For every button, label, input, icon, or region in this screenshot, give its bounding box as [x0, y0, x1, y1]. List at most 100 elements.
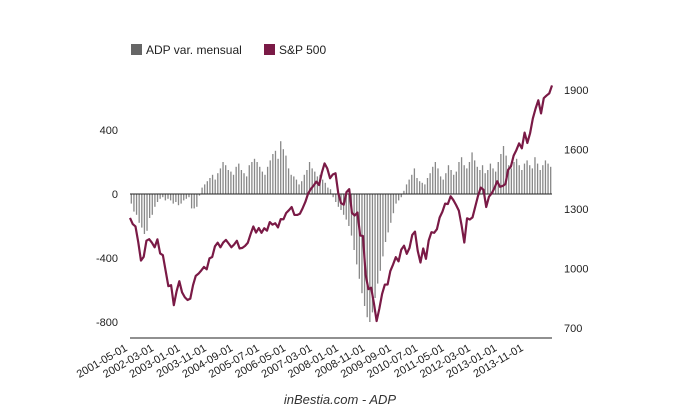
adp-bar [442, 179, 444, 194]
adp-bar [159, 194, 161, 199]
adp-bar [489, 163, 492, 194]
adp-bar [277, 158, 279, 194]
adp-bar [282, 149, 284, 194]
adp-bar [523, 163, 526, 194]
adp-bar [185, 194, 188, 199]
adp-bar [151, 194, 153, 215]
adp-bar [295, 179, 298, 194]
adp-bar [547, 163, 549, 194]
left-axis-ticks: 400 0 -400 -800 [96, 125, 118, 329]
adp-bar [437, 168, 439, 194]
adp-bar [311, 168, 313, 194]
adp-bar [130, 194, 132, 204]
adp-bar [264, 174, 266, 194]
adp-bar [366, 194, 368, 318]
adp-bar [141, 194, 143, 228]
adp-bar [204, 184, 206, 194]
adp-bar [426, 178, 429, 194]
left-tick-400: 400 [100, 125, 118, 137]
adp-bar [421, 182, 423, 194]
adp-bar [248, 165, 250, 194]
adp-bar [500, 154, 502, 194]
legend-swatch-sp500 [264, 44, 275, 55]
legend-label-sp500: S&P 500 [279, 43, 326, 57]
adp-bar [413, 168, 416, 194]
adp-bar [447, 165, 450, 194]
adp-bar [177, 194, 180, 206]
adp-bar [481, 165, 484, 194]
adp-bar [154, 194, 156, 207]
adp-bar [222, 162, 224, 194]
right-tick-1600: 1600 [564, 145, 588, 157]
adp-bar [382, 194, 384, 257]
adp-bar [138, 194, 140, 223]
adp-bar [405, 184, 408, 194]
sp500-line [128, 85, 554, 323]
adp-bar [463, 165, 465, 194]
adp-bar [510, 168, 513, 194]
adp-bar [539, 170, 541, 194]
right-tick-1300: 1300 [564, 204, 588, 216]
adp-bar [350, 194, 353, 236]
adp-bar [306, 170, 308, 194]
adp-bar [238, 163, 240, 194]
adp-bar [476, 166, 478, 194]
adp-bar [487, 170, 489, 194]
adp-bar [471, 152, 473, 194]
adp-bar [332, 194, 334, 198]
adp-bar [492, 168, 494, 194]
adp-bar [259, 166, 261, 194]
adp-bar [146, 194, 148, 231]
adp-bar [143, 194, 146, 234]
adp-bar [209, 178, 211, 194]
adp-bar [400, 194, 402, 198]
adp-bar [225, 165, 227, 194]
adp-bar [460, 157, 463, 194]
adp-bar [474, 160, 476, 194]
adp-bar [518, 165, 520, 194]
adp-bar [508, 165, 510, 194]
adp-bar [272, 154, 274, 194]
adp-bar [403, 190, 405, 194]
adp-bar [324, 182, 326, 194]
adp-bar [256, 162, 258, 194]
right-tick-700: 700 [564, 323, 582, 335]
adp-bar [466, 168, 468, 194]
legend-label-adp: ADP var. mensual [146, 43, 242, 57]
adp-bar [513, 162, 515, 194]
adp-bar [169, 194, 172, 201]
adp-bar [274, 150, 277, 194]
adp-bar [497, 162, 499, 194]
adp-bar [392, 194, 395, 214]
adp-bar [285, 155, 287, 194]
adp-bar [529, 165, 531, 194]
adp-bar [217, 173, 219, 194]
adp-bar [531, 168, 533, 194]
adp-bar [536, 163, 539, 194]
adp-bar [458, 162, 460, 194]
adp-bar [377, 194, 379, 284]
x-axis-ticks: 2001-05-012002-03-012003-01-012003-11-01… [75, 342, 526, 381]
adp-bar [201, 187, 203, 194]
adp-bar [303, 174, 305, 194]
adp-bar [358, 194, 360, 279]
adp-bar [135, 194, 138, 215]
adp-bar [335, 194, 337, 202]
adp-bar [390, 194, 392, 223]
adp-bar [521, 170, 523, 194]
adp-bar [316, 176, 319, 194]
adp-bar [329, 189, 332, 194]
adp-bar [266, 166, 269, 194]
adp-bar [455, 171, 457, 194]
adp-bar [172, 194, 174, 204]
right-axis-ticks: 1900 1600 1300 1000 700 [564, 85, 588, 335]
adp-bar [235, 166, 237, 194]
adp-bar [434, 162, 437, 194]
adp-bar [167, 194, 169, 199]
adp-bar [196, 194, 198, 207]
adp-bar [374, 194, 376, 298]
adp-bar [308, 162, 311, 194]
adp-bar [356, 194, 358, 265]
adp-bar [502, 146, 505, 194]
